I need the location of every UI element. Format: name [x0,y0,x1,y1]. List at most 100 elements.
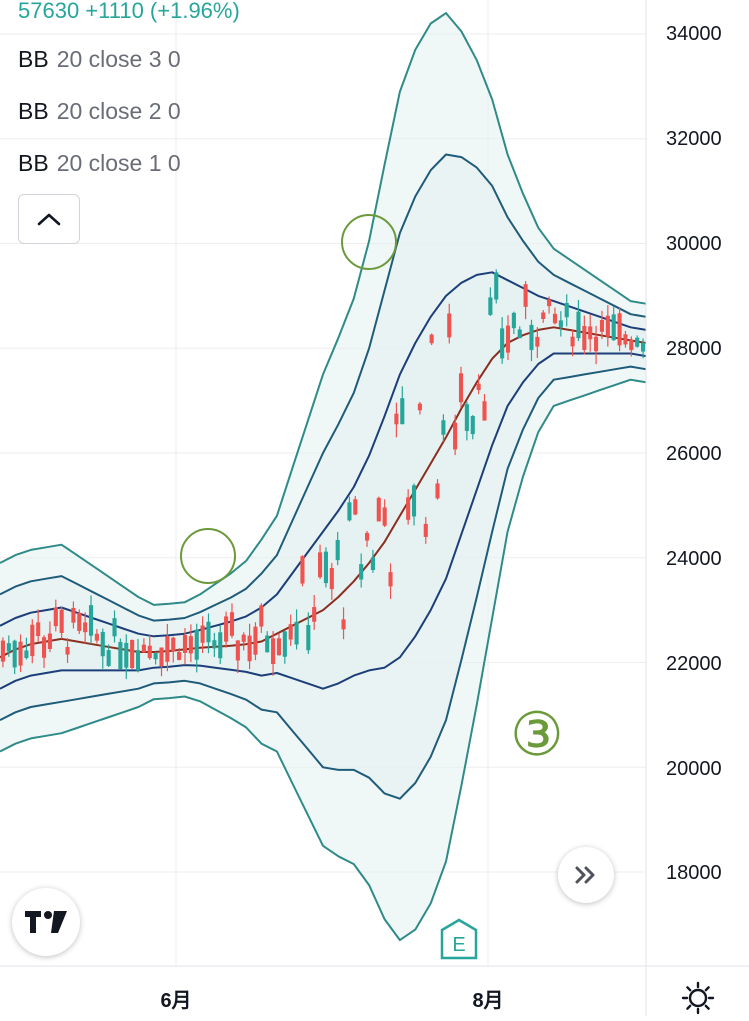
candle-body [312,607,317,622]
legend-bb-params: 20 close 3 0 [56,46,181,72]
candle-body [394,413,399,425]
y-tick-label: 32000 [666,128,722,150]
band-upper-2 [0,153,647,622]
candle-body [576,311,581,339]
band-lower-2 [0,365,647,800]
candle-body [441,420,446,435]
candle-body [271,638,276,665]
candle-body [423,523,428,537]
candle-body [36,622,41,637]
legend-bb-1[interactable]: BB 20 close 1 0 [18,150,181,177]
candle-body [71,607,76,623]
candle-body [511,312,516,329]
candle-body [494,272,499,300]
annotation-number: ③ [510,700,564,770]
candle-body [24,650,29,659]
candle-body [59,609,64,634]
candle-body [541,312,546,319]
legend-bb-name: BB [18,46,49,72]
candle-body [529,324,534,351]
candle-body [347,502,352,521]
candle-body [353,499,358,515]
price-quote: 57630 +1110 (+1.96%) [18,0,240,23]
tradingview-logo[interactable] [12,888,80,956]
svg-text:E: E [452,934,465,956]
candle-body [482,401,487,421]
y-tick-label: 30000 [666,233,722,255]
tradingview-logo-icon [25,911,67,933]
candle-body [241,634,246,642]
candle-body [294,621,299,645]
legend-bb-2[interactable]: BB 20 close 2 0 [18,98,181,125]
candle-body [124,642,129,668]
legend-bb-name: BB [18,98,49,124]
candle-body [12,640,17,668]
candle-body [30,624,35,657]
y-tick-label: 18000 [666,862,722,884]
scroll-to-realtime-button[interactable] [558,847,614,903]
candle-body [65,646,70,655]
candle-body [505,325,511,353]
candle-body [488,297,493,315]
highlight-circle [180,528,236,584]
candle-body [611,314,616,341]
candle-body [617,313,622,346]
candle-body [6,643,11,652]
legend-bb-name: BB [18,150,49,176]
earnings-marker[interactable]: E [440,918,478,960]
candle-body [153,652,158,660]
candle-body [188,636,193,654]
y-tick-label: 24000 [666,548,722,570]
candle-body [552,313,558,324]
candle-body [224,616,229,642]
candle-body [558,320,563,328]
candle-body [411,485,417,517]
band-upper-1 [0,271,647,638]
candle-body [100,631,105,657]
collapse-legend-button[interactable] [18,194,80,244]
candle-body [382,507,387,526]
candle-body [635,337,640,347]
candle-body [47,633,52,649]
candle-body [235,640,240,661]
candle-body [464,404,469,431]
candle-body [570,336,575,347]
candle-body [629,339,634,351]
legend-bb-params: 20 close 1 0 [56,150,181,176]
candle-body [41,637,47,658]
candle-body [212,640,217,649]
x-tick-label: 8月 [472,990,504,1012]
candle-body [318,552,323,578]
candle-body [300,556,305,584]
candle-body [564,302,569,318]
candle-body [229,612,235,636]
y-tick-label: 26000 [666,443,722,465]
y-tick-label: 28000 [666,338,722,360]
candle-body [435,483,440,499]
candle-body [517,329,522,339]
band-basis [0,326,647,659]
candle-body [594,336,599,352]
candle-body [165,636,170,662]
candle-body [0,640,5,662]
candle-body [112,618,117,637]
chevron-up-icon [37,213,61,226]
legend-bb-3[interactable]: BB 20 close 3 0 [18,46,181,73]
y-tick-label: 22000 [666,653,722,675]
candle-body [458,373,464,403]
candle-body [582,325,587,350]
candle-body [200,625,205,643]
candle-body [599,319,605,332]
candle-body [535,336,540,347]
chart-settings-button[interactable] [680,980,716,1016]
y-tick-label: 20000 [666,758,722,780]
candle-body [135,650,141,671]
candle-body [476,383,481,391]
candle-body [588,326,593,340]
candle-body [623,334,628,345]
candle-body [83,622,88,633]
gear-icon [681,981,715,1015]
candle-body [194,629,199,660]
candle-body [400,398,405,425]
